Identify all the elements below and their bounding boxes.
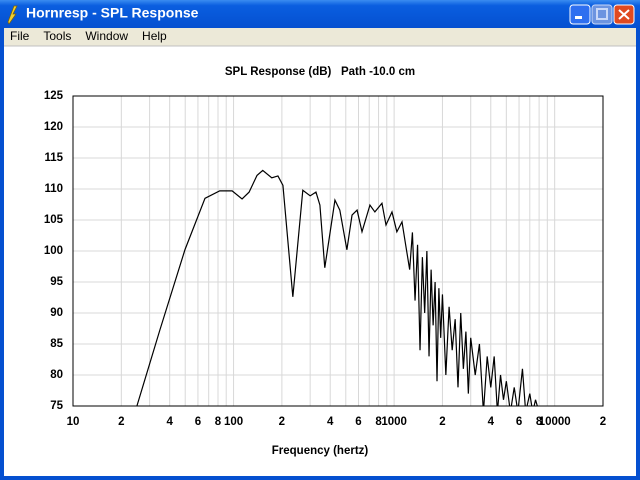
x-tick-label: 4 xyxy=(327,416,334,428)
x-tick-label: 6 xyxy=(355,416,361,428)
maximize-button[interactable] xyxy=(591,4,613,25)
x-tick-label: 8 xyxy=(215,416,222,428)
window-title: Hornresp - SPL Response xyxy=(26,5,199,21)
y-tick-label: 85 xyxy=(50,338,63,350)
close-button[interactable] xyxy=(613,4,635,25)
x-tick-label: 8 xyxy=(375,416,382,428)
y-tick-label: 120 xyxy=(44,121,63,133)
app-icon xyxy=(7,5,18,25)
x-axis-label: Frequency (hertz) xyxy=(272,445,369,457)
x-tick-label: 6 xyxy=(195,416,201,428)
y-tick-label: 100 xyxy=(44,245,63,257)
x-tick-label: 8 xyxy=(536,416,543,428)
y-tick-label: 125 xyxy=(44,90,64,102)
menu-item[interactable]: File xyxy=(10,29,30,43)
x-tick-label: 100 xyxy=(224,416,243,428)
x-tick-label: 4 xyxy=(488,416,495,428)
x-tick-label: 4 xyxy=(166,416,173,428)
x-tick-label: 6 xyxy=(516,416,522,428)
spl-line xyxy=(136,169,538,406)
x-tick-label: 2 xyxy=(279,416,285,428)
y-tick-label: 80 xyxy=(50,369,63,381)
menu-bar xyxy=(4,28,636,46)
x-tick-label: 2 xyxy=(118,416,124,428)
y-tick-label: 105 xyxy=(44,214,64,226)
x-tick-label: 2 xyxy=(439,416,445,428)
menu-item[interactable]: Help xyxy=(142,29,167,43)
y-tick-label: 115 xyxy=(44,152,63,164)
x-tick-label: 10 xyxy=(67,416,80,428)
menu-item[interactable]: Tools xyxy=(43,29,71,43)
y-tick-label: 110 xyxy=(44,183,63,195)
x-tick-label: 2 xyxy=(600,416,606,428)
x-tick-label: 1000 xyxy=(381,416,407,428)
chart-title: SPL Response (dB) Path -10.0 cm xyxy=(225,66,415,78)
plot-border xyxy=(72,95,604,407)
y-tick-label: 75 xyxy=(50,400,63,412)
y-tick-label: 90 xyxy=(50,307,63,319)
menu-item[interactable]: Window xyxy=(85,29,128,43)
minimize-button[interactable] xyxy=(569,4,591,25)
y-tick-label: 95 xyxy=(50,276,63,288)
x-tick-label: 10000 xyxy=(539,416,571,428)
title-bar xyxy=(0,0,640,28)
